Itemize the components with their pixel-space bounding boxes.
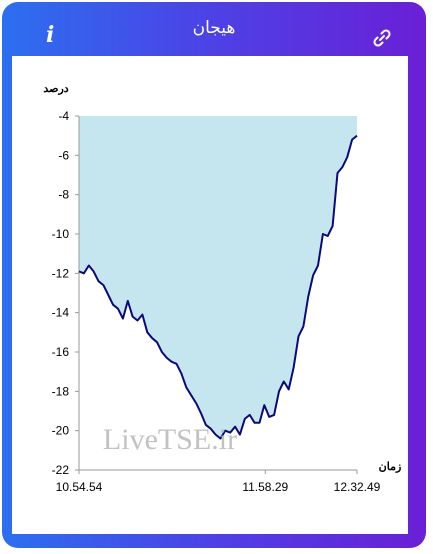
y-tick-label: -18 — [52, 384, 70, 398]
page-title: هیجان — [192, 18, 236, 38]
chart: درصد زمان -4 -6 -8 -10 -12 -14 -16 -18 -20 -22 10.… — [43, 83, 402, 494]
x-tick-label: 10.54.54 — [56, 480, 103, 494]
y-tick-label: -14 — [52, 306, 70, 320]
y-tick-label: -6 — [58, 148, 69, 162]
chart-panel: درصد زمان -4 -6 -8 -10 -12 -14 -16 -18 -20 -22 10.… — [12, 56, 408, 534]
watermark: LiveTSE.ir — [103, 423, 237, 456]
y-tick-label: -8 — [58, 188, 69, 202]
card: i هیجان درصد زمان -4 -6 -8 -10 -12 -14 -16 -18 -… — [2, 2, 426, 548]
y-tick-label: -16 — [52, 345, 70, 359]
y-tick-label: -4 — [58, 109, 69, 123]
y-tick-label: -20 — [52, 424, 70, 438]
series-line — [78, 134, 358, 440]
y-tick-label: -12 — [52, 266, 70, 280]
x-tick-label: 12.32.49 — [334, 480, 381, 494]
x-axis-label: زمان — [379, 461, 402, 473]
info-icon[interactable]: i — [46, 22, 55, 48]
y-axis-label: درصد — [43, 83, 68, 95]
y-tick-label: -10 — [52, 227, 70, 241]
link-icon[interactable] — [372, 28, 392, 48]
x-tick-label: 11.58.29 — [242, 480, 288, 494]
y-tick-label: -22 — [52, 463, 70, 477]
header-bar: i هیجان — [2, 2, 426, 56]
area-fill — [79, 116, 357, 439]
